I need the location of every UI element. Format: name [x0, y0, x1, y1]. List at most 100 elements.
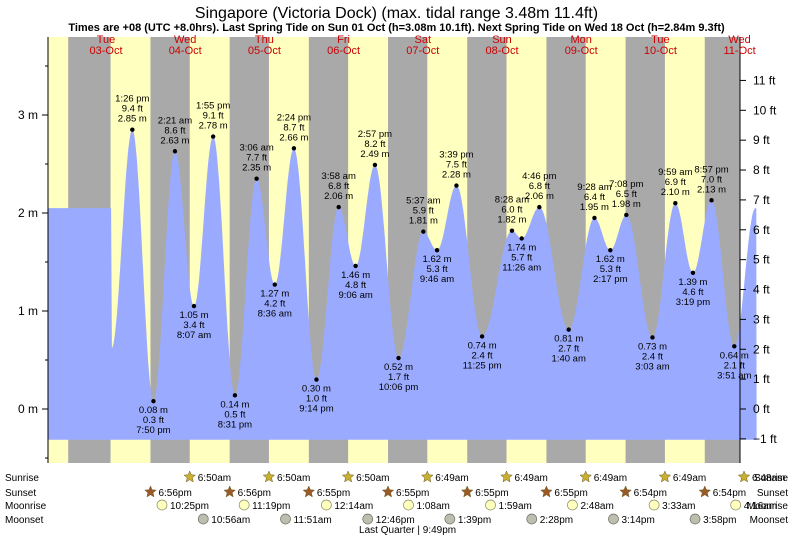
day-label-dow: Sat	[415, 34, 432, 46]
tide-time-label: 3:06 am	[239, 143, 273, 154]
tide-ft-label: 7.0 ft	[701, 174, 722, 185]
tide-ft-label: 2.1 ft	[724, 360, 745, 371]
tide-m-label: 2.06 m	[324, 191, 353, 202]
tide-m-label: 0.73 m	[638, 341, 667, 352]
tide-ft-label: 4.8 ft	[345, 280, 366, 291]
sunrise-icon	[183, 470, 197, 483]
right-axis-label: 6 ft	[753, 223, 770, 237]
tide-ft-label: 6.5 ft	[616, 189, 637, 200]
right-axis-label: 11 ft	[753, 73, 776, 87]
left-axis: 0 m 1 m 2 m 3 m	[18, 37, 49, 463]
day-label-date: 11-Oct	[723, 45, 755, 57]
moonset-icon	[689, 513, 701, 525]
tide-ft-label: 9.4 ft	[122, 104, 143, 115]
tide-time-label: 7:50 pm	[136, 425, 170, 436]
right-axis-label: 2 ft	[753, 342, 770, 356]
right-axis-label: 5 ft	[753, 253, 770, 267]
sunrise-icon	[658, 470, 672, 483]
tide-ft-label: 5.3 ft	[426, 264, 447, 275]
tide-area	[48, 129, 757, 440]
sunset-icon	[460, 485, 474, 498]
tide-ft-label: 8.7 ft	[283, 122, 304, 133]
row-label-right: Moonrise	[747, 501, 789, 512]
tide-m-label: 1.74 m	[507, 242, 536, 253]
tide-ft-label: 6.0 ft	[501, 205, 522, 216]
tide-ft-label: 0.5 ft	[224, 409, 245, 420]
tide-point	[608, 248, 613, 253]
moonset-icon	[608, 513, 619, 525]
row-label-left: Sunrise	[5, 473, 39, 484]
tide-time-label: 9:06 am	[338, 290, 372, 301]
tide-point	[232, 393, 238, 398]
day-label-dow: Tue	[97, 34, 116, 46]
tide-ft-label: 7.7 ft	[246, 153, 267, 164]
tide-point	[509, 228, 515, 233]
right-axis-label: 9 ft	[753, 133, 770, 147]
tide-point	[732, 344, 737, 349]
right-axis-label: 8 ft	[753, 163, 770, 177]
sunset-icon	[223, 485, 237, 498]
tide-ft-label: 3.4 ft	[183, 320, 204, 331]
sunrise-icon	[579, 470, 593, 483]
tide-point	[353, 263, 358, 269]
moonrise-time: 1:59am	[499, 501, 532, 512]
day-labels: Tue03-OctWed04-OctThu05-OctFri06-OctSat0…	[89, 34, 755, 57]
sunset-icon	[381, 485, 395, 498]
sunrise-time: 6:49am	[673, 473, 706, 484]
tide-m-label: 0.52 m	[384, 362, 413, 373]
moonrise-icon	[648, 499, 660, 511]
tide-m-label: 0.64 m	[720, 350, 749, 361]
tide-m-label: 2.06 m	[525, 191, 554, 202]
moonrise-time: 12:14am	[334, 501, 373, 512]
moonrise-time: 2:48am	[580, 501, 613, 512]
moonrise-icon	[238, 499, 250, 511]
right-axis-label: 7 ft	[753, 193, 770, 207]
day-label-date: 08-Oct	[485, 45, 518, 57]
moonrise-time: 1:08am	[417, 501, 450, 512]
tide-time-label: 8:31 pm	[218, 419, 252, 430]
tide-point	[191, 303, 197, 309]
tide-m-label: 2.63 m	[160, 135, 189, 146]
moonrise-icon	[567, 499, 578, 511]
day-label-dow: Tue	[651, 34, 670, 46]
tide-ft-label: 5.3 ft	[600, 264, 621, 275]
tide-m-label: 2.10 m	[661, 187, 690, 198]
day-label-date: 07-Oct	[406, 45, 439, 57]
right-axis: −1 ft 0 ft 1 ft 2 ft 3 ft 4 ft 5 ft 6 ft 7 ft 8 f…	[739, 37, 777, 463]
tide-ft-label: 6.8 ft	[529, 181, 550, 192]
sunrise-time: 6:50am	[198, 473, 231, 484]
tide-m-label: 1.39 m	[678, 277, 707, 288]
moonset-icon	[444, 513, 456, 525]
moonset-time: 1:39pm	[458, 515, 491, 526]
tide-m-label: 0.81 m	[554, 334, 583, 345]
tide-ft-label: 6.9 ft	[665, 177, 686, 188]
tide-ft-label: 8.6 ft	[164, 125, 185, 136]
tide-ft-label: 5.9 ft	[413, 206, 434, 217]
tide-time-label: 2:17 pm	[593, 274, 627, 285]
tide-m-label: 1.05 m	[179, 310, 208, 321]
tide-time-label: 9:14 pm	[299, 404, 333, 415]
moonset-icon	[362, 513, 374, 525]
moonset-time: 10:56am	[211, 515, 250, 526]
sunset-time: 6:56pm	[238, 488, 271, 499]
moonset-time: 3:58pm	[703, 515, 736, 526]
tide-point	[434, 248, 440, 253]
tide-point	[566, 327, 571, 332]
sunset-icon	[540, 485, 553, 498]
tide-ft-label: 0.3 ft	[143, 415, 164, 426]
tide-time-label: 2:57 pm	[358, 129, 392, 140]
sun-moon-rows: Sunrise Sunrise Sunset Sunset Moonrise Moonri…	[5, 470, 789, 536]
moonrise-icon	[156, 499, 168, 511]
tide-m-label: 1.95 m	[580, 202, 609, 213]
tide-point	[421, 229, 426, 234]
sunset-time: 6:54pm	[634, 488, 667, 499]
tide-m-label: 0.30 m	[302, 384, 331, 395]
tide-point	[314, 377, 319, 382]
day-label-date: 04-Oct	[169, 45, 202, 57]
moonset-icon	[197, 513, 209, 525]
sunrise-time: 6:48am	[752, 473, 785, 484]
day-label-dow: Wed	[728, 34, 750, 46]
tide-time-label: 8:36 am	[258, 309, 292, 320]
right-axis-label: 1 ft	[753, 372, 770, 386]
sunrise-icon	[500, 470, 513, 483]
